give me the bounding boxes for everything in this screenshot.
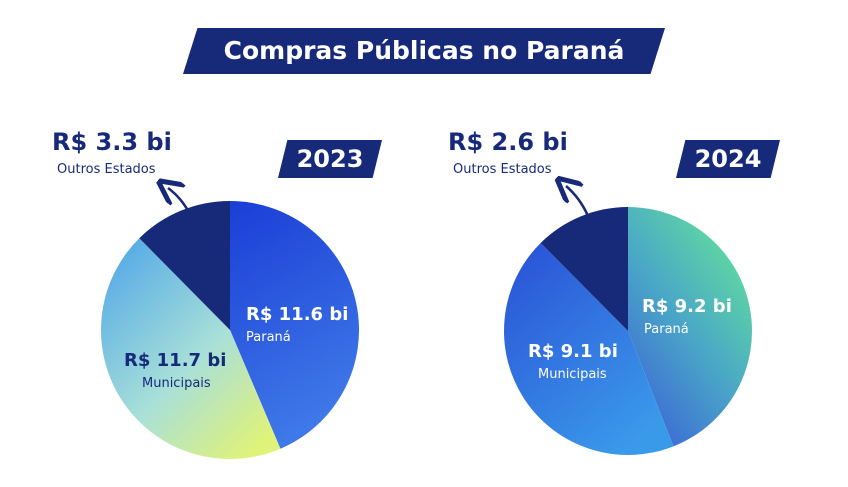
municipais-value-right: R$ 9.1 bi	[528, 341, 618, 362]
parana-value-left: R$ 11.6 bi	[246, 304, 348, 325]
year-label-right: 2024	[694, 145, 762, 173]
outros-value-left: R$ 3.3 bi	[52, 128, 172, 156]
year-banner-right	[676, 140, 780, 178]
pie-slice-outros-2024	[540, 207, 628, 331]
arrow-right	[566, 186, 600, 259]
year-label-left: 2023	[296, 145, 364, 173]
parana-label-right: Paraná	[644, 322, 689, 337]
pie-slice-parana-2023	[230, 201, 359, 449]
municipais-value-left: R$ 11.7 bi	[124, 350, 226, 371]
municipais-label-right: Municipais	[538, 367, 607, 382]
pie-slice-municipais-2024	[503, 242, 674, 456]
outros-label-right: Outros Estados	[453, 162, 552, 177]
pie-slice-parana-2024	[628, 207, 752, 447]
parana-label-left: Paraná	[246, 330, 291, 345]
pie-slice-outros-2023	[139, 201, 230, 330]
outros-value-right: R$ 2.6 bi	[448, 128, 568, 156]
arrow-left	[168, 188, 204, 263]
title-banner	[183, 28, 665, 74]
pie-slice-municipais-2023	[100, 238, 281, 459]
parana-value-right: R$ 9.2 bi	[642, 296, 732, 317]
page-title: Compras Públicas no Paraná	[223, 36, 625, 65]
year-banner-left	[278, 140, 382, 178]
outros-label-left: Outros Estados	[57, 162, 156, 177]
municipais-label-left: Municipais	[142, 376, 211, 391]
